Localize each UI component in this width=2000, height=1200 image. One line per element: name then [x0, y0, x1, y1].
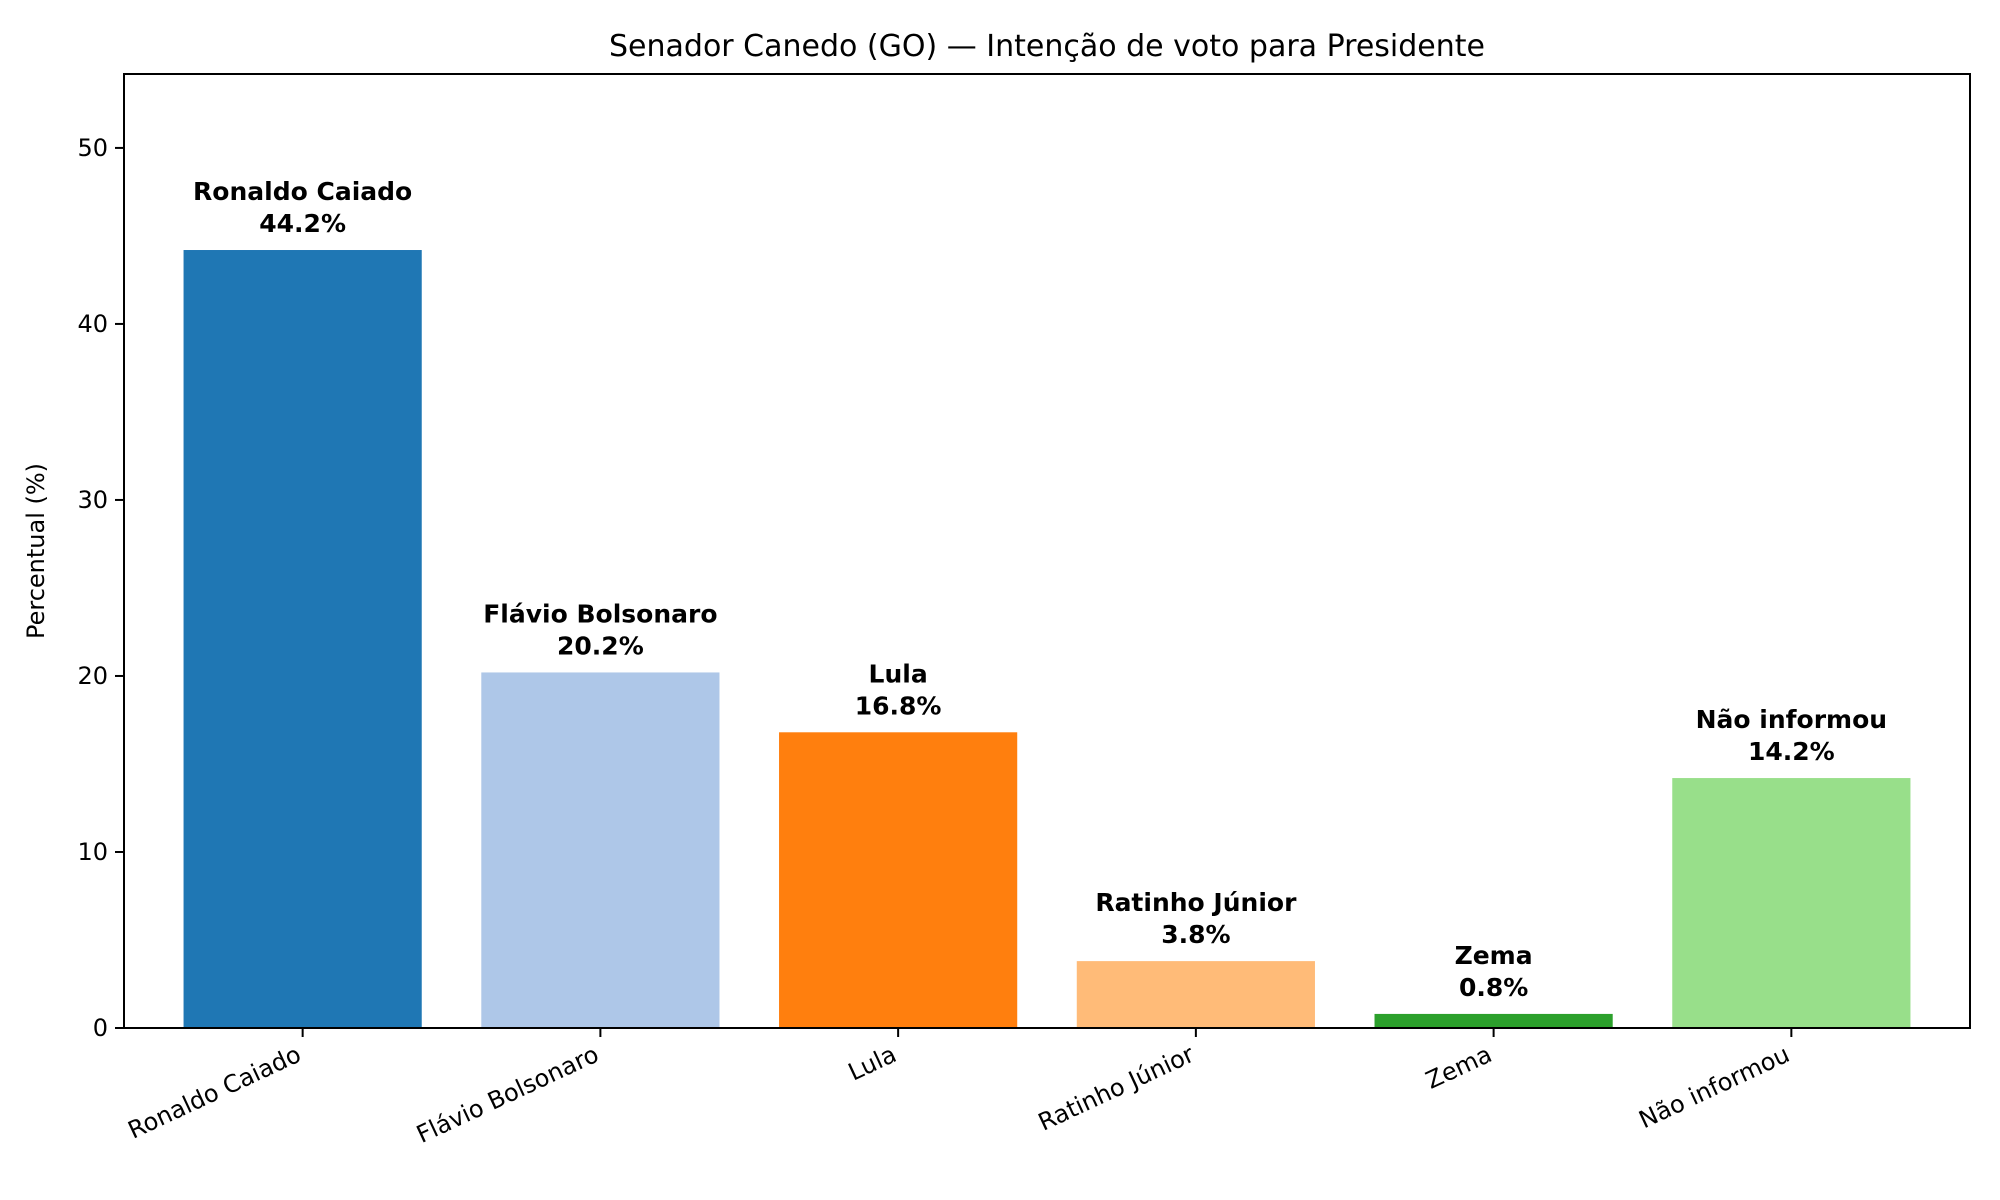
- bar-label-value-3: 3.8%: [1161, 920, 1230, 949]
- x-axis: Ronaldo Caiado Flávio Bolsonaro Lula Ratinh…: [124, 1028, 1794, 1149]
- y-tick-label-3: 30: [77, 486, 108, 514]
- bar-label-value-0: 44.2%: [259, 209, 346, 238]
- bar-2: [779, 732, 1018, 1028]
- y-axis: 0 10 20 30 40 50: [77, 134, 124, 1042]
- y-tick-label-1: 10: [77, 838, 108, 866]
- chart-title: Senador Canedo (GO) — Intenção de voto p…: [609, 29, 1485, 64]
- x-tick-label-3: Ratinho Júnior: [1034, 1040, 1199, 1137]
- bar-label-name-2: Lula: [869, 659, 928, 688]
- bar-label-value-5: 14.2%: [1748, 737, 1835, 766]
- y-axis-label: Percentual (%): [22, 463, 50, 639]
- x-tick-label-5: Não informou: [1635, 1040, 1794, 1134]
- y-tick-label-5: 50: [77, 134, 108, 162]
- bar-label-name-0: Ronaldo Caiado: [193, 177, 412, 206]
- bar-label-name-3: Ratinho Júnior: [1095, 888, 1297, 917]
- bar-label-value-2: 16.8%: [855, 691, 942, 720]
- x-tick-label-2: Lula: [844, 1040, 901, 1086]
- bar-label-name-1: Flávio Bolsonaro: [483, 599, 717, 628]
- y-tick-label-0: 0: [93, 1014, 108, 1042]
- bar-label-name-4: Zema: [1455, 941, 1533, 970]
- bar-label-value-4: 0.8%: [1459, 973, 1528, 1002]
- x-tick-label-4: Zema: [1422, 1040, 1497, 1095]
- bars-group: [183, 250, 1911, 1028]
- bar-labels-group: Ronaldo Caiado 44.2% Flávio Bolsonaro 20.2%…: [193, 177, 1887, 1002]
- axes-frame: [123, 73, 1971, 1029]
- bar-label-value-1: 20.2%: [557, 631, 644, 660]
- bar-3: [1076, 961, 1315, 1028]
- bar-label-name-5: Não informou: [1696, 705, 1887, 734]
- bar-4: [1374, 1013, 1613, 1028]
- y-tick-label-2: 20: [77, 662, 108, 690]
- y-tick-label-4: 40: [77, 310, 108, 338]
- x-tick-label-1: Flávio Bolsonaro: [412, 1040, 603, 1149]
- bar-5: [1672, 778, 1911, 1028]
- bar-0: [183, 250, 422, 1028]
- bar-1: [481, 672, 720, 1028]
- x-tick-label-0: Ronaldo Caiado: [124, 1040, 305, 1144]
